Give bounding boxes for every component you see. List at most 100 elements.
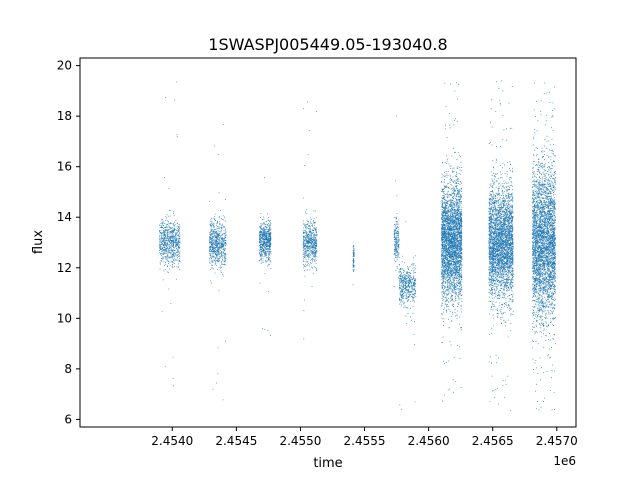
data-point (303, 238, 305, 240)
data-point (451, 155, 453, 157)
data-point (262, 251, 264, 253)
data-point (399, 283, 401, 285)
data-point (217, 226, 219, 227)
data-point (218, 239, 219, 241)
data-point (260, 234, 262, 236)
data-point (267, 242, 269, 244)
data-point (161, 235, 162, 237)
data-point (161, 258, 163, 260)
data-point (454, 220, 456, 222)
data-point (394, 253, 396, 255)
data-point (305, 231, 306, 233)
data-point (304, 269, 305, 271)
data-point (457, 249, 459, 250)
data-point (259, 242, 260, 243)
data-point (264, 224, 266, 225)
data-point (224, 245, 226, 247)
data-point (211, 244, 212, 246)
data-point (447, 217, 449, 219)
data-point (451, 258, 452, 260)
data-point (167, 231, 168, 233)
data-point (303, 246, 305, 247)
data-point (264, 244, 266, 246)
data-point (221, 218, 222, 219)
data-point (451, 240, 452, 242)
data-point (210, 226, 212, 228)
data-point (214, 236, 216, 238)
data-point (159, 268, 161, 270)
data-point (209, 224, 211, 225)
data-point (262, 228, 264, 230)
data-point (165, 230, 167, 232)
data-point (262, 245, 264, 247)
data-point (443, 217, 445, 219)
data-point (304, 229, 306, 231)
data-point (159, 238, 161, 239)
data-point (224, 232, 226, 234)
data-point (312, 251, 314, 253)
data-point (260, 254, 261, 256)
data-point (455, 300, 457, 302)
data-point (353, 255, 354, 256)
data-point (211, 222, 212, 224)
data-point (444, 199, 445, 201)
data-point (175, 243, 177, 245)
data-point (308, 243, 310, 245)
data-point (217, 242, 219, 243)
data-point (307, 235, 308, 237)
data-point (459, 232, 461, 234)
data-point (452, 217, 454, 219)
data-point (444, 264, 446, 265)
data-point (446, 195, 448, 197)
data-point (460, 252, 461, 254)
data-point (211, 224, 212, 226)
data-point (447, 174, 449, 176)
data-point (161, 251, 163, 252)
data-point (267, 245, 269, 247)
data-point (456, 188, 458, 190)
data-point (167, 239, 169, 241)
data-point (451, 270, 453, 272)
data-point (405, 287, 407, 288)
data-point (450, 268, 452, 270)
data-point (305, 245, 307, 247)
data-point (396, 246, 398, 247)
data-point (177, 228, 178, 230)
data-point (303, 253, 305, 255)
data-point (213, 218, 215, 220)
data-point (461, 253, 463, 254)
data-point (260, 258, 262, 260)
data-point (406, 280, 408, 282)
data-point (445, 211, 447, 213)
data-point (442, 276, 444, 278)
data-point (268, 245, 269, 247)
data-point (458, 274, 460, 276)
data-point (456, 226, 458, 228)
data-point (445, 227, 446, 229)
data-point (169, 223, 171, 225)
data-point (395, 247, 396, 249)
data-point (397, 248, 399, 250)
data-point (167, 220, 169, 222)
data-point (172, 230, 174, 231)
data-point (316, 270, 318, 272)
data-point (312, 254, 314, 255)
data-point (402, 284, 404, 286)
data-point (306, 255, 308, 257)
data-point (443, 255, 445, 256)
data-point (403, 279, 405, 281)
data-point (443, 324, 444, 326)
data-point (412, 285, 414, 287)
data-point (395, 238, 397, 240)
data-point (224, 253, 225, 255)
data-point (225, 258, 227, 260)
data-point (452, 203, 454, 204)
data-point (268, 258, 269, 259)
data-point (316, 245, 318, 247)
data-point (211, 257, 212, 259)
data-point (270, 232, 271, 234)
data-point (395, 180, 396, 182)
data-point (177, 234, 178, 236)
data-point (160, 232, 162, 234)
data-point (176, 81, 178, 83)
